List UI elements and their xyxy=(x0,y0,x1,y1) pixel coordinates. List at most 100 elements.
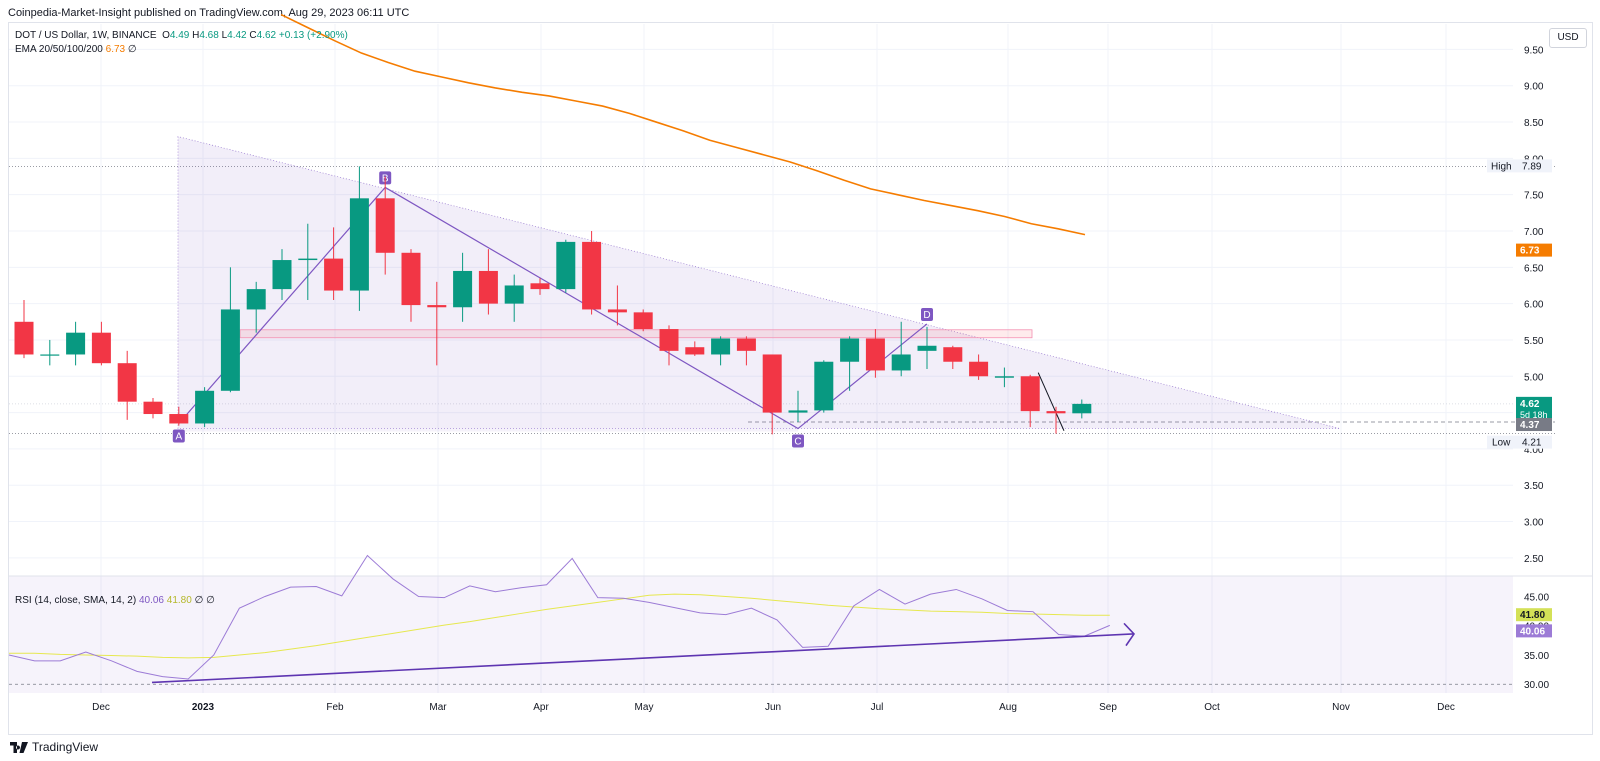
candle xyxy=(685,341,705,356)
support-price-tag-bg xyxy=(1516,418,1552,432)
symbol-row[interactable]: DOT / US Dollar, 1W, BINANCE O4.49 H4.68… xyxy=(15,29,348,43)
candle-body xyxy=(40,354,60,356)
candle xyxy=(788,390,808,423)
candle-body xyxy=(865,338,885,371)
ema-price-tag-bg xyxy=(1516,243,1552,257)
low-label: L xyxy=(221,30,228,41)
close-label: C xyxy=(249,30,257,41)
ema-200-line xyxy=(280,13,1086,236)
candle-body xyxy=(453,270,473,308)
close-value: 4.62 xyxy=(256,30,277,41)
rsi-sma-tag-value: 41.80 xyxy=(1520,610,1545,621)
time-axis-tick: Jun xyxy=(765,702,781,713)
time-axis-tick: Mar xyxy=(429,702,447,713)
candle-body xyxy=(246,289,266,310)
candle-body xyxy=(298,258,318,261)
rsi-value-tag: 40.06 xyxy=(1516,624,1552,638)
price-axis-tick: 9.00 xyxy=(1524,82,1544,93)
candle-body xyxy=(711,338,731,355)
candle xyxy=(943,345,963,369)
time-axis-tick: Dec xyxy=(1437,702,1455,713)
rsi-pane xyxy=(8,554,1593,693)
pattern-projection-line xyxy=(1037,372,1065,431)
low-value: 4.42 xyxy=(227,30,247,41)
ema-empty: ∅ xyxy=(127,44,137,55)
candle-body xyxy=(427,305,447,308)
candle-body xyxy=(478,270,498,304)
low-marker: Low 4.21 xyxy=(1487,435,1552,449)
time-axis-tick: Jul xyxy=(871,702,884,713)
candle xyxy=(917,326,937,369)
candle-body xyxy=(91,332,111,364)
candle-body xyxy=(401,252,421,306)
pattern-point-label: C xyxy=(794,437,801,448)
candle xyxy=(994,367,1014,388)
pattern-point-label: A xyxy=(175,431,182,442)
pattern-point-c: C xyxy=(792,434,804,448)
footer-brand: TradingView xyxy=(32,740,99,754)
xabcd-pattern: ABCD xyxy=(172,136,1341,448)
candle xyxy=(375,176,395,275)
price-axis-tick: 4.00 xyxy=(1524,445,1544,456)
series-legend: DOT / US Dollar, 1W, BINANCE O4.49 H4.68… xyxy=(15,29,348,57)
candle xyxy=(633,309,653,332)
time-axis-tick: Dec xyxy=(92,702,110,713)
time-axis-tick: May xyxy=(635,702,654,713)
candle-body xyxy=(943,347,963,362)
price-axis-tick: 7.50 xyxy=(1524,191,1544,202)
candle xyxy=(195,387,215,428)
tradingview-logo[interactable]: TradingView xyxy=(10,740,98,754)
candle-body xyxy=(272,260,292,290)
candle-body xyxy=(917,345,937,351)
price-axis-tick: 8.50 xyxy=(1524,118,1544,129)
rsi-legend[interactable]: RSI (14, close, SMA, 14, 2) 40.06 41.80 … xyxy=(15,595,215,606)
low-marker-bg xyxy=(1487,435,1552,449)
low-marker-label: Low xyxy=(1492,438,1511,449)
high-label: H xyxy=(192,30,200,41)
price-axis-tick: 3.00 xyxy=(1524,518,1544,529)
candle xyxy=(814,360,834,413)
rsi-value: 40.06 xyxy=(138,595,164,606)
rsi-axis-tick: 45.00 xyxy=(1524,592,1549,603)
candle xyxy=(40,339,60,366)
candle xyxy=(1072,399,1092,419)
candle xyxy=(711,336,731,366)
candle-body xyxy=(169,414,189,424)
candle-body xyxy=(840,338,860,362)
pattern-point-badge xyxy=(172,429,185,443)
candle xyxy=(530,278,550,295)
time-axis-tick: Aug xyxy=(999,702,1017,713)
candle xyxy=(117,350,137,420)
ema-row[interactable]: EMA 20/50/100/200 6.73 ∅ xyxy=(15,43,348,57)
candle-body xyxy=(762,354,782,413)
change-value: +0.13 (+2.90%) xyxy=(278,30,348,41)
descending-triangle xyxy=(177,136,1341,429)
candle-body xyxy=(324,258,344,291)
candle xyxy=(14,300,34,359)
candle-body xyxy=(814,361,834,411)
rsi-band xyxy=(9,576,1513,693)
candle xyxy=(736,336,756,366)
candle-body xyxy=(66,332,86,355)
pattern-point-badge xyxy=(792,434,804,448)
currency-button[interactable]: USD xyxy=(1549,28,1587,48)
last-price-tag-countdown: 5d 18h xyxy=(1520,410,1548,420)
candle xyxy=(969,354,989,380)
price-axis-tick: 6.00 xyxy=(1524,300,1544,311)
candle-body xyxy=(375,198,395,253)
candle xyxy=(66,321,86,366)
candle xyxy=(298,223,318,300)
support-zone xyxy=(178,428,798,432)
candle xyxy=(865,329,885,378)
candle xyxy=(659,325,679,366)
candle-body xyxy=(685,347,705,355)
candle xyxy=(169,406,189,426)
candle-body xyxy=(969,361,989,377)
rsi-divergence-trendline xyxy=(151,633,1134,684)
last-price-tag-bg xyxy=(1516,396,1552,421)
price-axis-tick: 3.50 xyxy=(1524,481,1544,492)
rsi-sma-value: 41.80 xyxy=(166,595,192,606)
ema-line xyxy=(280,13,1086,236)
publisher-line: Coinpedia-Market-Insight published on Tr… xyxy=(8,7,410,19)
